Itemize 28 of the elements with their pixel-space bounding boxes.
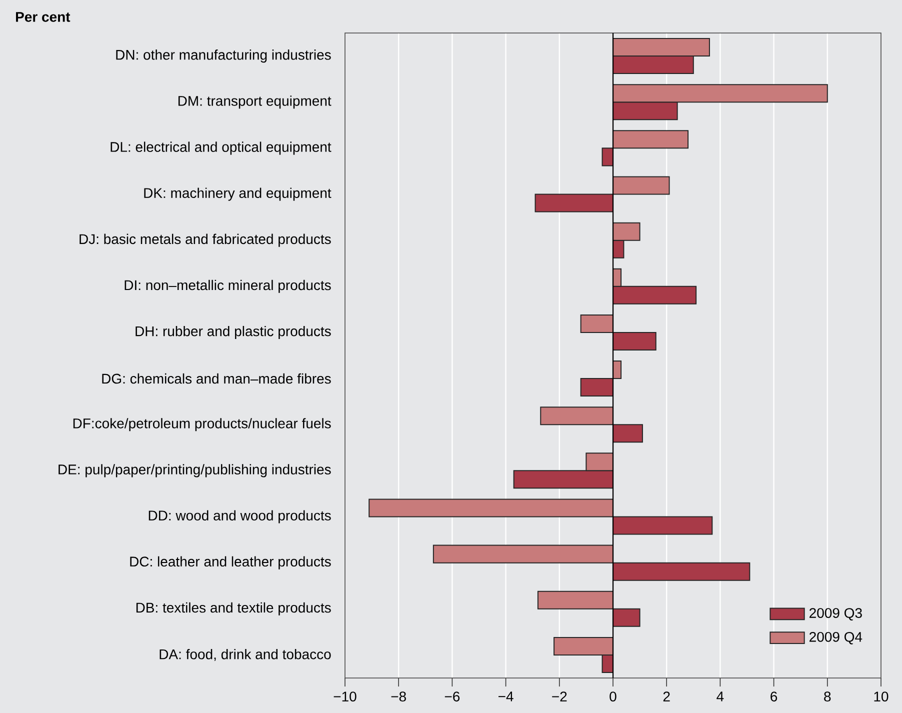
text: Per cent — [16, 12, 70, 22]
x-tick-label: 2 — [663, 692, 670, 702]
y-tick-label: DI: non–metallic mineral products — [124, 280, 331, 293]
x-tick-label: 4 — [716, 692, 724, 702]
x-tick-label: −6 — [444, 692, 460, 702]
x-tick-label: −8 — [391, 692, 406, 702]
y-tick-label: DF:coke/petroleum products/nuclear fuels — [73, 418, 331, 432]
x-tick-label: −4 — [498, 692, 514, 702]
y-tick-label: DJ: basic metals and fabricated products — [80, 234, 331, 247]
y-tick-label: DB: textiles and textile products — [136, 602, 331, 616]
y-tick-label: DA: food, drink and tobacco — [160, 649, 331, 661]
y-tick-label: DG: chemicals and man–made fibres — [102, 373, 331, 384]
y-tick-label: DL: electrical and optical equipment — [110, 142, 332, 155]
x-tick-label: 8 — [824, 692, 831, 702]
legend-label: 2009 Q4 — [810, 632, 862, 644]
y-tick-label: DM: transport equipment — [178, 96, 332, 109]
y-tick-label: DE: pulp/paper/printing/publishing industries — [58, 464, 331, 478]
x-tick-label: 6 — [770, 692, 778, 702]
y-tick-label: DD: wood and wood products — [148, 510, 331, 524]
y-tick-label: DH: rubber and plastic products — [136, 326, 331, 339]
legend-label: 2009 Q3 — [810, 608, 862, 620]
x-tick-label: −2 — [552, 692, 567, 702]
y-tick-label: DK: machinery and equipment — [144, 188, 332, 201]
y-tick-label: DC: leather and leather products — [130, 556, 331, 570]
y-tick-label: DN: other manufacturing industries — [116, 50, 331, 63]
x-tick-label: −10 — [334, 692, 356, 702]
x-tick-label: 10 — [874, 692, 888, 702]
x-tick-label: 0 — [610, 692, 616, 702]
